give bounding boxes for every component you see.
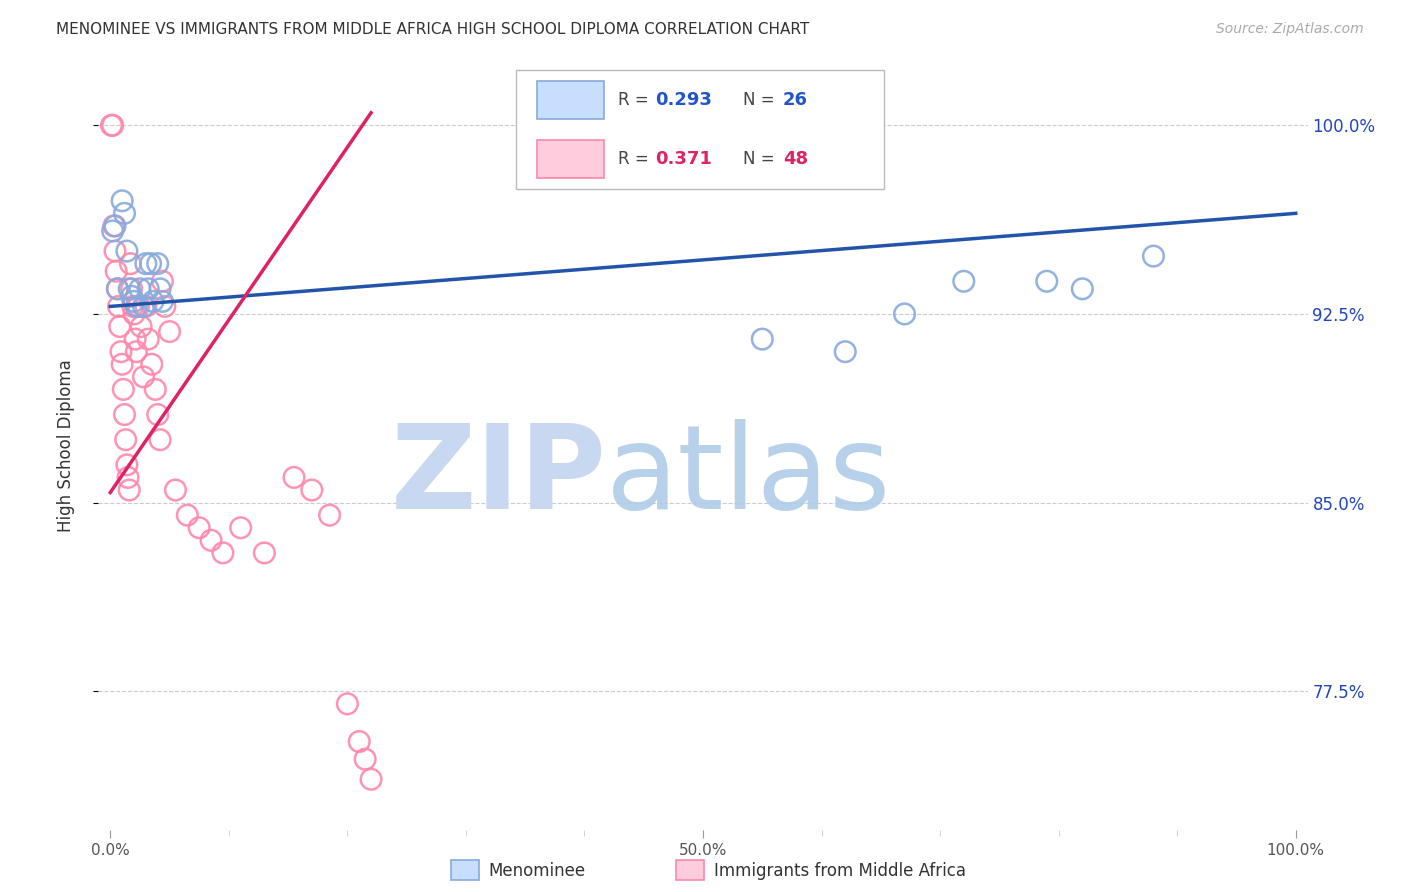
Point (105, 264, 128, 278)
Point (110, 344, 132, 359)
Text: 48: 48 (783, 150, 808, 169)
Point (118, 483, 141, 497)
Point (129, 282, 152, 296)
Point (121, 282, 143, 296)
Point (176, 508, 198, 523)
Text: R =: R = (619, 150, 654, 169)
Y-axis label: High School Diploma: High School Diploma (56, 359, 75, 533)
Point (103, 219, 125, 233)
Text: 0.371: 0.371 (655, 150, 711, 169)
Point (142, 294, 165, 309)
Point (132, 300, 155, 314)
Point (101, 118, 124, 132)
Point (165, 483, 187, 497)
Point (952, 274, 974, 288)
Point (121, 300, 143, 314)
Point (135, 300, 157, 314)
Point (141, 357, 163, 371)
Point (136, 282, 159, 296)
Point (152, 274, 174, 288)
Point (112, 383, 135, 397)
Text: Immigrants from Middle Africa: Immigrants from Middle Africa (714, 862, 966, 880)
Point (149, 282, 172, 296)
Point (152, 294, 174, 309)
Point (354, 752, 377, 766)
Point (212, 546, 235, 560)
Point (107, 300, 129, 314)
Point (114, 206, 136, 220)
Point (283, 470, 305, 484)
Point (751, 332, 773, 346)
Point (136, 332, 159, 346)
Point (115, 244, 138, 258)
Point (360, 772, 382, 787)
Point (108, 319, 131, 334)
Point (159, 325, 181, 339)
Text: MENOMINEE VS IMMIGRANTS FROM MIDDLE AFRICA HIGH SCHOOL DIPLOMA CORRELATION CHART: MENOMINEE VS IMMIGRANTS FROM MIDDLE AFRI… (56, 22, 810, 37)
Point (122, 294, 145, 309)
Point (347, 734, 370, 748)
Text: N =: N = (742, 91, 780, 109)
Text: 26: 26 (783, 91, 808, 109)
Text: R =: R = (619, 91, 654, 109)
Point (104, 219, 127, 233)
Point (149, 433, 172, 447)
Text: Source: ZipAtlas.com: Source: ZipAtlas.com (1216, 22, 1364, 37)
Point (1036, 274, 1059, 288)
Point (893, 307, 915, 321)
Point (146, 257, 169, 271)
Point (139, 257, 162, 271)
Point (129, 319, 152, 334)
Point (117, 470, 139, 484)
Point (834, 344, 856, 359)
Point (121, 289, 143, 303)
Point (153, 300, 176, 314)
Point (101, 224, 124, 238)
Point (125, 344, 148, 359)
Point (111, 194, 134, 208)
Point (1142, 249, 1164, 263)
Point (188, 521, 211, 535)
Point (100, 118, 122, 132)
Point (114, 408, 136, 422)
Point (253, 546, 276, 560)
Text: ZIP: ZIP (391, 419, 606, 534)
Point (229, 521, 252, 535)
Point (104, 244, 127, 258)
Point (118, 282, 141, 296)
Point (318, 508, 340, 523)
Point (120, 257, 142, 271)
Text: atlas: atlas (606, 419, 891, 534)
Point (124, 332, 146, 346)
Point (132, 369, 155, 384)
Point (114, 433, 136, 447)
FancyBboxPatch shape (516, 70, 884, 189)
Point (115, 458, 138, 472)
Point (146, 408, 169, 422)
Text: N =: N = (742, 150, 780, 169)
Point (200, 533, 222, 548)
Point (143, 383, 166, 397)
Point (125, 300, 148, 314)
Point (135, 257, 157, 271)
Point (301, 483, 323, 497)
Point (105, 282, 128, 296)
FancyBboxPatch shape (537, 80, 603, 119)
Point (111, 357, 134, 371)
Point (105, 282, 128, 296)
Text: Menominee: Menominee (488, 862, 585, 880)
FancyBboxPatch shape (537, 140, 603, 178)
Point (128, 300, 150, 314)
Point (122, 307, 145, 321)
Point (1071, 282, 1094, 296)
Point (336, 697, 359, 711)
Text: 0.293: 0.293 (655, 91, 711, 109)
